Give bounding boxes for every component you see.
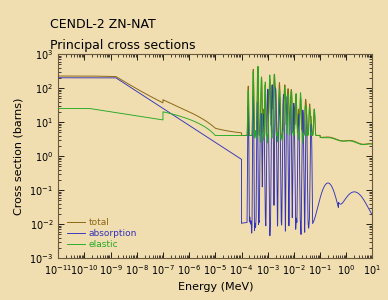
elastic	[170, 112, 174, 116]
absorption	[289, 118, 294, 121]
absorption	[256, 136, 260, 140]
absorption	[56, 76, 61, 80]
total	[72, 74, 76, 78]
Legend: total, absorption, elastic: total, absorption, elastic	[63, 214, 142, 253]
elastic	[256, 64, 260, 68]
Text: Principal cross sections: Principal cross sections	[50, 39, 196, 52]
absorption	[242, 221, 246, 225]
total	[256, 65, 260, 69]
total	[256, 66, 260, 69]
absorption	[72, 76, 76, 80]
elastic	[242, 134, 246, 137]
elastic	[56, 107, 61, 110]
absorption	[306, 218, 310, 222]
total	[306, 134, 310, 137]
total	[361, 142, 366, 146]
total	[289, 88, 294, 91]
absorption	[370, 214, 375, 217]
total	[56, 74, 61, 78]
elastic	[370, 142, 375, 146]
Y-axis label: Cross section (barns): Cross section (barns)	[14, 97, 24, 215]
Line: absorption: absorption	[58, 78, 372, 236]
elastic	[72, 107, 76, 110]
Text: CENDL-2 ZN-NAT: CENDL-2 ZN-NAT	[50, 18, 156, 31]
elastic	[361, 143, 365, 146]
X-axis label: Energy (MeV): Energy (MeV)	[178, 282, 253, 292]
elastic	[256, 65, 260, 69]
total	[170, 102, 174, 106]
total	[242, 134, 246, 137]
elastic	[306, 130, 310, 134]
total	[370, 142, 375, 146]
absorption	[268, 234, 272, 238]
elastic	[289, 91, 294, 94]
Line: total: total	[58, 67, 372, 144]
absorption	[170, 112, 174, 116]
Line: elastic: elastic	[58, 66, 372, 145]
